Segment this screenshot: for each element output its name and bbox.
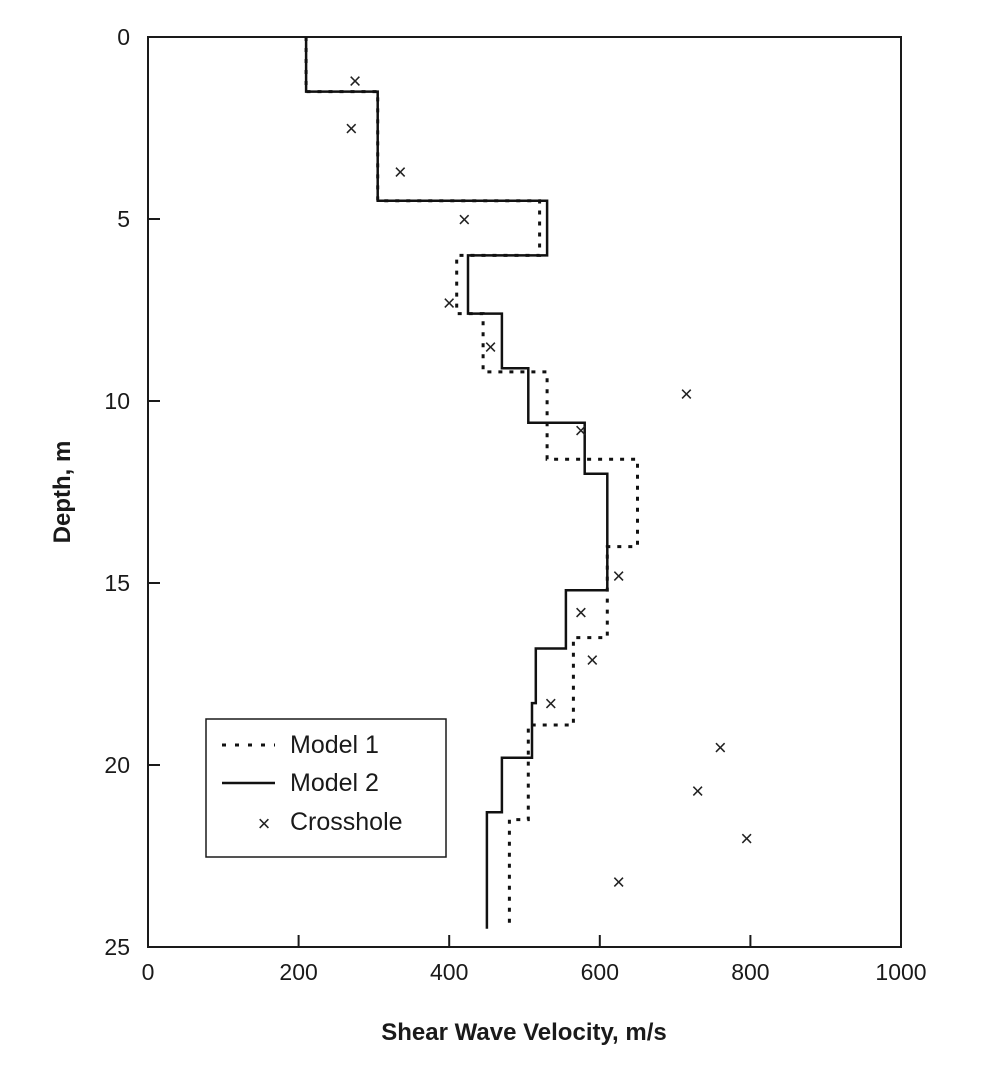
crosshole-marker: × xyxy=(443,291,456,316)
plot-frame xyxy=(147,36,902,948)
x-axis-title: Shear Wave Velocity, m/s xyxy=(381,1019,666,1046)
crosshole-marker: × xyxy=(586,647,599,672)
crosshole-marker: × xyxy=(575,418,588,443)
y-tick-label: 25 xyxy=(104,934,130,960)
crosshole-marker: × xyxy=(714,735,727,760)
crosshole-marker: × xyxy=(345,116,358,141)
y-tick-label: 15 xyxy=(104,570,130,596)
y-axis: 0 5 10 15 20 25 xyxy=(104,24,160,960)
legend: Model 1 Model 2 × Crosshole xyxy=(205,718,447,858)
x-tick-label: 0 xyxy=(142,959,155,985)
y-tick-label: 20 xyxy=(104,752,130,778)
y-tick-label: 10 xyxy=(104,388,130,414)
crosshole-marker: × xyxy=(612,869,625,894)
legend-label: Model 1 xyxy=(290,731,379,759)
legend-label: Model 2 xyxy=(290,769,379,797)
x-tick-label: 1000 xyxy=(875,959,926,985)
crosshole-marker: × xyxy=(575,600,588,625)
crosshole-marker: × xyxy=(740,826,753,851)
crosshole-marker: × xyxy=(349,69,362,94)
x-tick-label: 600 xyxy=(581,959,619,985)
legend-box xyxy=(205,718,447,858)
y-tick-label: 0 xyxy=(117,24,130,50)
crosshole-marker: × xyxy=(680,382,693,407)
legend-crosshole-swatch: × xyxy=(258,811,271,836)
crosshole-marker: × xyxy=(691,778,704,803)
crosshole-marker: × xyxy=(484,334,497,359)
x-axis: 0 200 400 600 800 1000 xyxy=(142,935,927,985)
y-axis-title: Depth, m xyxy=(49,441,76,544)
y-tick-label: 5 xyxy=(117,206,130,232)
crosshole-marker: × xyxy=(458,207,471,232)
model-2-line xyxy=(304,37,609,929)
crosshole-marker: × xyxy=(612,564,625,589)
x-tick-label: 400 xyxy=(430,959,468,985)
x-tick-label: 800 xyxy=(731,959,769,985)
crosshole-marker: × xyxy=(394,160,407,185)
plot-area: × × × × × × × × × × × × × × × × xyxy=(304,37,753,929)
x-tick-label: 200 xyxy=(279,959,317,985)
legend-label: Crosshole xyxy=(290,808,403,836)
crosshole-marker: × xyxy=(544,691,557,716)
